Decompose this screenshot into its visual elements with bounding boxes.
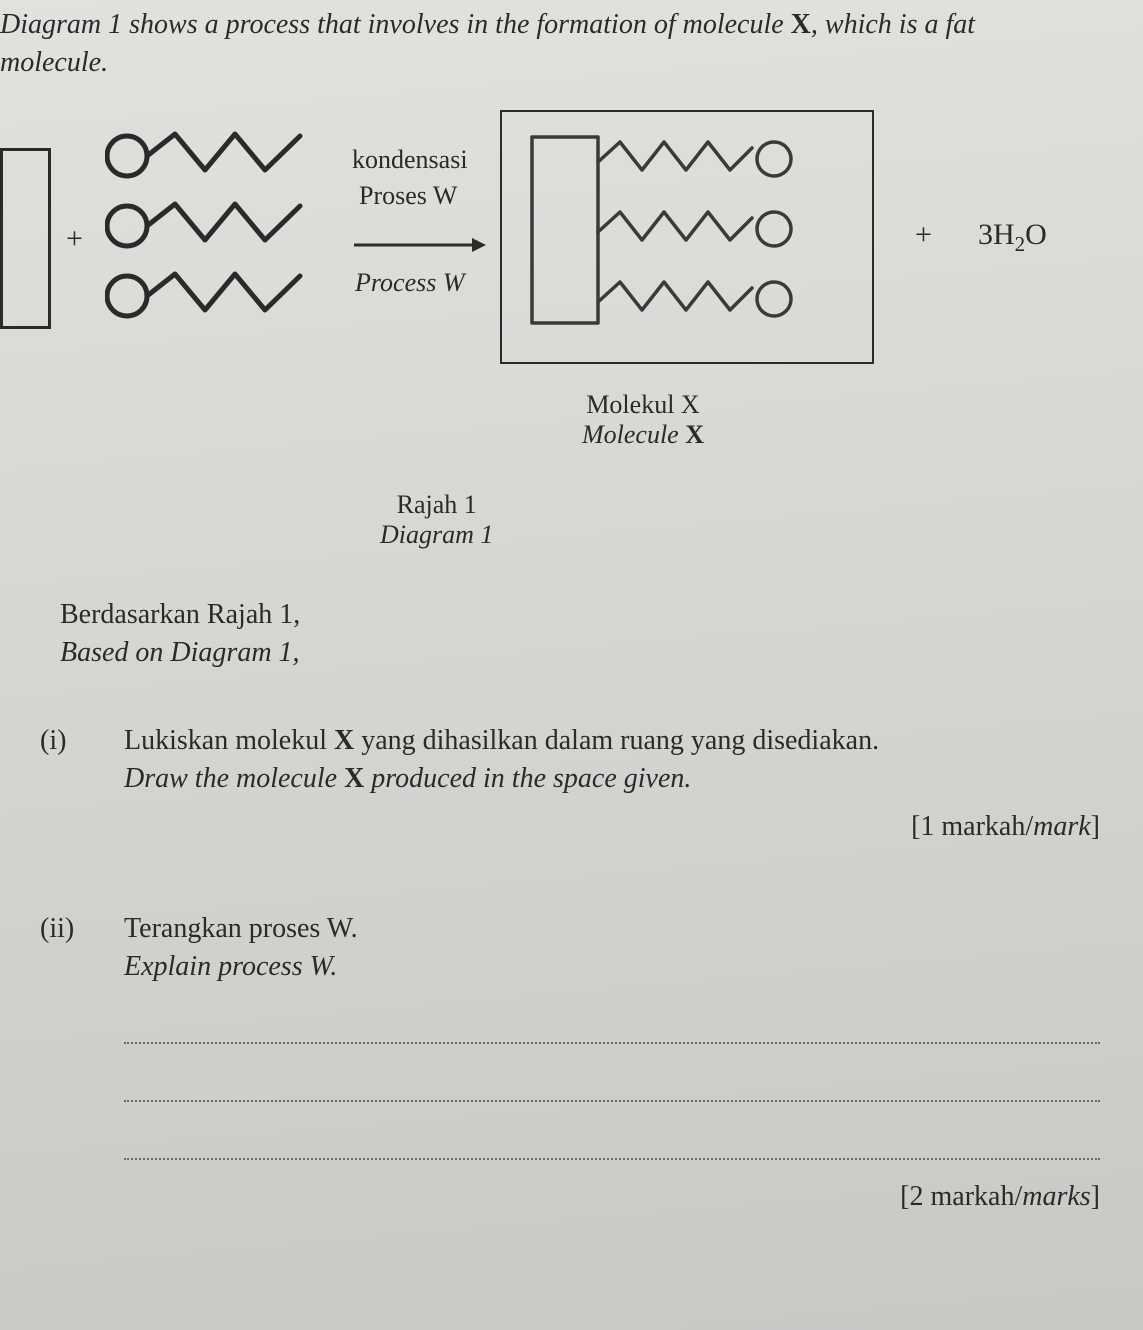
- answer-line-2: [124, 1100, 1100, 1102]
- molecule-x-sym: X: [685, 420, 704, 449]
- answer-line-3: [124, 1158, 1100, 1160]
- qii-number: (ii): [40, 910, 90, 948]
- qi-en-x: X: [344, 763, 364, 794]
- reaction-arrow: [352, 230, 492, 265]
- qii-marks-close: ]: [1091, 1181, 1100, 1212]
- qii-ms: Terangkan proses W.: [124, 913, 358, 944]
- intro-line1-pre: Diagram 1 shows a process that involves …: [0, 9, 791, 40]
- handwritten-kondensasi: kondensasi: [352, 145, 468, 175]
- qi-ms-pre: Lukiskan molekul: [124, 725, 334, 756]
- intro-line2: molecule.: [0, 47, 108, 78]
- glycerol-rect: [0, 148, 51, 329]
- qi-marks-close: ]: [1091, 811, 1100, 842]
- water-sub: 2: [1015, 232, 1026, 256]
- fatty-acid-svg: [105, 126, 345, 336]
- qi-en-pre: Draw the molecule: [124, 763, 344, 794]
- caption-ms: Rajah 1: [397, 490, 477, 519]
- question-i: (i) Lukiskan molekul X yang dihasilkan d…: [40, 722, 1100, 845]
- qii-marks-it: marks: [1022, 1181, 1090, 1212]
- qii-marks-open: [2 markah/: [900, 1181, 1022, 1212]
- fatty-acids: [105, 126, 345, 341]
- question-ii: (ii) Terangkan proses W. Explain process…: [40, 910, 1100, 1215]
- molecule-x-label: Molekul X Molecule X: [582, 390, 704, 450]
- molecule-x-box: [500, 110, 874, 364]
- process-w-label-en: Process W: [355, 268, 465, 298]
- qi-ms-post: yang dihasilkan dalam ruang yang disedia…: [354, 725, 879, 756]
- qi-marks-it: mark: [1033, 811, 1091, 842]
- qi-ms-x: X: [334, 725, 354, 756]
- water-coeff: 3: [978, 218, 993, 251]
- intro-line1-suf: , which is a fat: [811, 9, 975, 40]
- based-en: Based on Diagram 1,: [60, 637, 300, 668]
- diagram-caption: Rajah 1 Diagram 1: [380, 490, 493, 550]
- qi-marks-open: [1 markah/: [911, 811, 1033, 842]
- molecule-x-drawing: [502, 112, 868, 358]
- exam-page: { "intro": { "line1_prefix": "Diagram 1 …: [0, 0, 1143, 1330]
- qi-en-post: produced in the space given.: [364, 763, 691, 794]
- plus-reactants: +: [66, 222, 83, 256]
- based-on-text: Berdasarkan Rajah 1, Based on Diagram 1,: [60, 596, 1100, 672]
- qii-marks: [2 markah/marks]: [124, 1178, 1100, 1216]
- qi-number: (i): [40, 722, 90, 760]
- arrow-svg: [352, 230, 492, 260]
- water-h: H: [993, 218, 1015, 251]
- qii-en: Explain process W.: [124, 951, 337, 982]
- based-ms: Berdasarkan Rajah 1,: [60, 599, 300, 630]
- molekul-x-ms: Molekul X: [586, 390, 699, 419]
- water-o: O: [1025, 218, 1047, 251]
- qi-body: Lukiskan molekul X yang dihasilkan dalam…: [124, 722, 1100, 845]
- intro-text: Diagram 1 shows a process that involves …: [0, 6, 1100, 82]
- caption-en: Diagram 1: [380, 520, 493, 549]
- proses-w-label: Proses W: [359, 180, 457, 211]
- diagram-1: + kondensasi Proses W: [0, 110, 1143, 470]
- answer-line-1: [124, 1042, 1100, 1044]
- intro-mol-x: X: [791, 9, 811, 40]
- water-product: 3H2O: [978, 218, 1047, 257]
- qi-marks: [1 markah/mark]: [124, 808, 1100, 846]
- plus-products: +: [915, 218, 932, 252]
- qii-body: Terangkan proses W. Explain process W. […: [124, 910, 1100, 1215]
- molecule-en: Molecule: [582, 420, 679, 449]
